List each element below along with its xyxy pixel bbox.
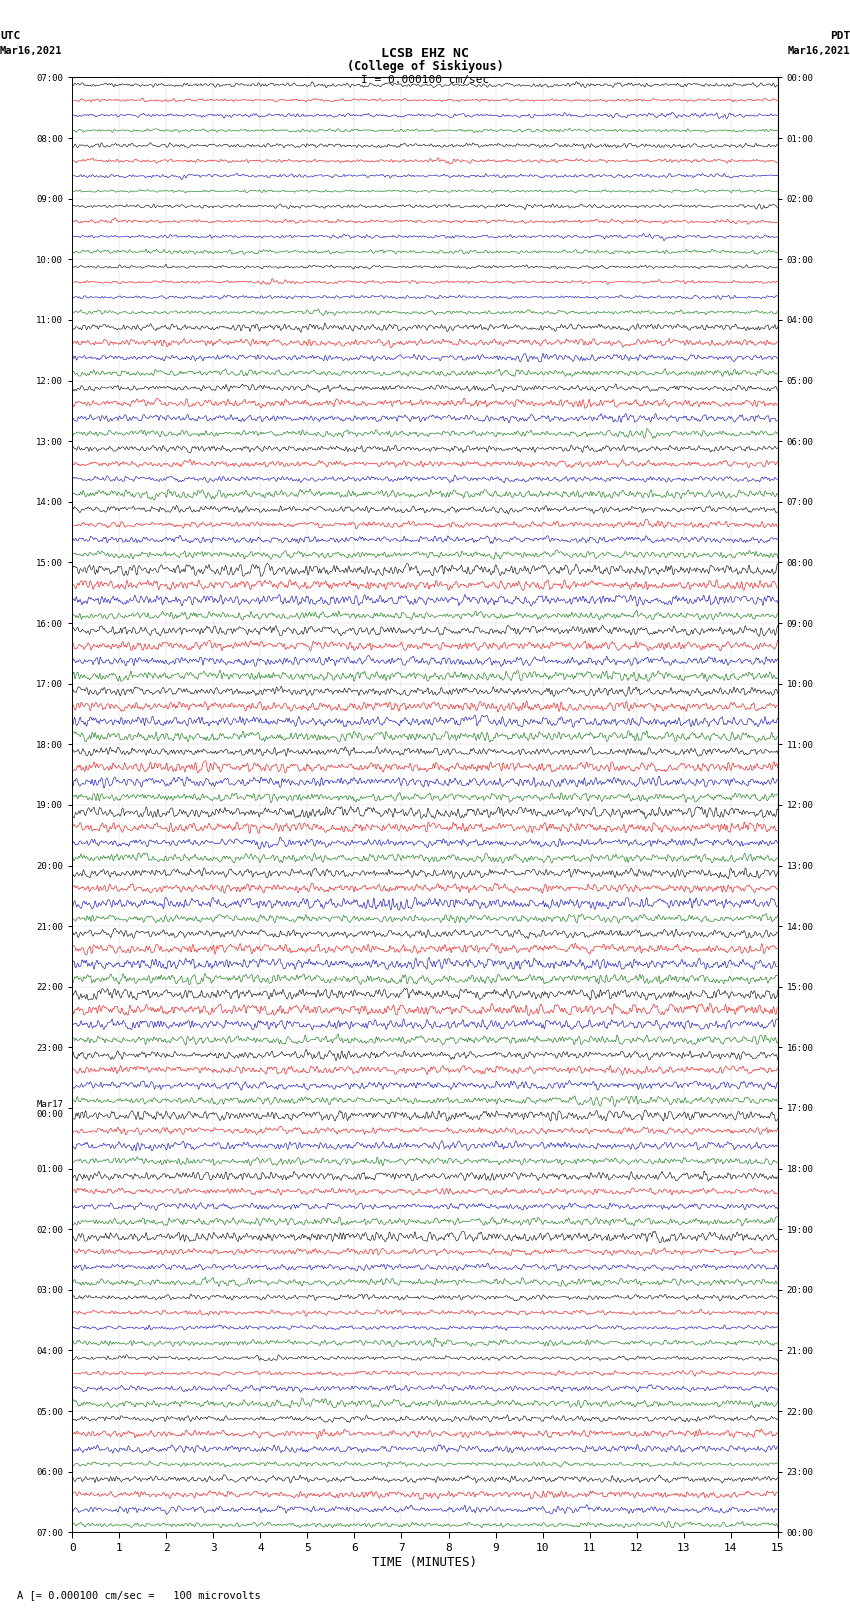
Text: A [= 0.000100 cm/sec =   100 microvolts: A [= 0.000100 cm/sec = 100 microvolts (17, 1590, 261, 1600)
Text: (College of Siskiyous): (College of Siskiyous) (347, 60, 503, 73)
Text: Mar16,2021: Mar16,2021 (787, 45, 850, 55)
Text: LCSB EHZ NC: LCSB EHZ NC (381, 47, 469, 60)
Text: I = 0.000100 cm/sec: I = 0.000100 cm/sec (361, 74, 489, 85)
Text: PDT: PDT (830, 31, 850, 40)
X-axis label: TIME (MINUTES): TIME (MINUTES) (372, 1555, 478, 1568)
Text: Mar16,2021: Mar16,2021 (0, 45, 63, 55)
Text: UTC: UTC (0, 31, 20, 40)
